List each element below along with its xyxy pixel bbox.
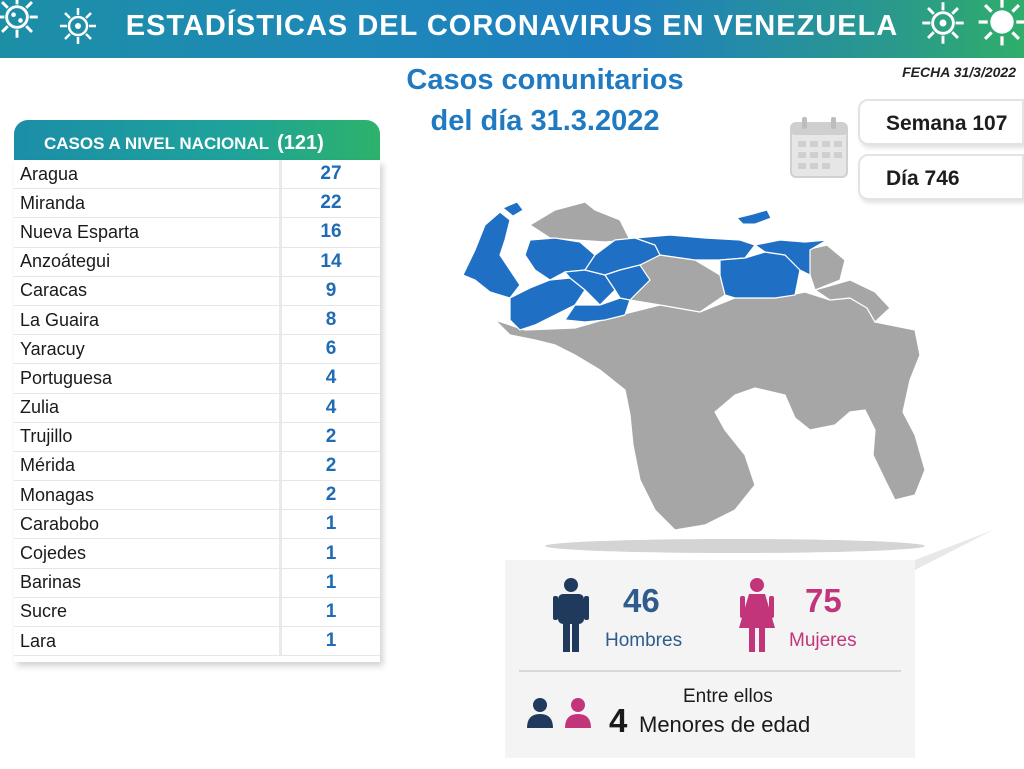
women-count: 75 xyxy=(805,582,842,619)
state-cases: 1 xyxy=(325,630,337,652)
woman-icon xyxy=(737,578,777,659)
state-cases: 1 xyxy=(325,600,337,622)
state-name: Carabobo xyxy=(14,510,282,539)
state-cases: 6 xyxy=(325,338,337,360)
state-cases: 1 xyxy=(325,513,337,535)
state-name: Lara xyxy=(14,627,282,656)
state-name: Sucre xyxy=(14,597,282,626)
minors-intro: Entre ellos xyxy=(683,686,773,707)
table-row: Cojedes 1 xyxy=(14,539,380,569)
map-region-coast-blue xyxy=(502,201,524,217)
table-row: Monagas 2 xyxy=(14,481,380,511)
state-name: La Guaira xyxy=(14,305,282,335)
state-cases: 22 xyxy=(320,192,342,214)
table-row: Lara 1 xyxy=(14,627,380,657)
state-name: Anzoátegui xyxy=(14,247,282,276)
map-region-andes xyxy=(509,277,586,331)
state-cases: 8 xyxy=(325,309,337,331)
virus-icon xyxy=(0,0,40,40)
table-row: Zulia 4 xyxy=(14,393,380,423)
man-icon xyxy=(553,578,589,659)
virus-icon xyxy=(976,0,1024,48)
page-title: ESTADÍSTICAS DEL CORONAVIRUS EN VENEZUEL… xyxy=(125,10,899,42)
state-cases: 16 xyxy=(320,221,342,243)
table-row: Nueva Esparta 16 xyxy=(14,218,380,248)
virus-icon xyxy=(920,0,966,46)
date-label: FECHA 31/3/2022 xyxy=(902,64,1016,80)
divider xyxy=(519,670,901,672)
map-region-delta xyxy=(813,279,891,323)
state-cases: 4 xyxy=(325,367,337,389)
week-badge: Semana 107 xyxy=(858,99,1024,145)
state-name: Zulia xyxy=(14,393,282,422)
total-count: (121) xyxy=(277,132,324,154)
map-region-nueva-esparta xyxy=(736,209,772,225)
state-cases: 9 xyxy=(325,279,337,301)
minors-label: Menores de edad xyxy=(639,712,811,737)
map-region-zulia xyxy=(462,211,521,299)
header-banner: ESTADÍSTICAS DEL CORONAVIRUS EN VENEZUEL… xyxy=(0,0,1024,58)
table-row: Portuguesa 4 xyxy=(14,364,380,394)
minors-count: 4 xyxy=(609,702,628,739)
men-count: 46 xyxy=(623,582,660,619)
calendar-icon xyxy=(788,115,850,179)
table-row: Barinas 1 xyxy=(14,568,380,598)
table-row: Anzoátegui 14 xyxy=(14,247,380,277)
table-row: Miranda 22 xyxy=(14,189,380,219)
state-name: Cojedes xyxy=(14,539,282,568)
national-cases-table: CASOS A NIVEL NACIONAL (121) Aragua 27 Mira… xyxy=(14,120,380,663)
state-cases: 2 xyxy=(325,454,337,476)
map-region-barinas xyxy=(563,297,631,323)
subtitle: Casos comunitarios del día 31.3.2022 xyxy=(380,60,710,142)
table-row: Mérida 2 xyxy=(14,451,380,482)
map-region-south xyxy=(494,291,926,531)
state-cases: 1 xyxy=(325,571,337,593)
table-row: Aragua 27 xyxy=(14,160,380,190)
table-row: Trujillo 2 xyxy=(14,422,380,452)
gender-panel: 46 Hombres 75 Mujeres xyxy=(505,560,915,758)
state-cases: 2 xyxy=(325,425,337,447)
state-name: Miranda xyxy=(14,189,282,218)
child-icon xyxy=(563,698,593,735)
map-region-cojedes xyxy=(604,264,651,301)
map-region-monagas-sucre xyxy=(753,239,828,276)
child-icon xyxy=(525,698,555,735)
state-cases: 1 xyxy=(325,542,337,564)
men-label: Hombres xyxy=(605,630,683,651)
virus-icon xyxy=(58,6,98,46)
subtitle-line: Casos comunitarios xyxy=(406,64,684,96)
state-name: Yaracuy xyxy=(14,335,282,364)
table-body: Aragua 27 Miranda 22 Nueva Esparta 16 Anzoáteg… xyxy=(14,160,380,663)
state-cases: 27 xyxy=(320,163,342,185)
state-name: Monagas xyxy=(14,481,282,510)
state-name: Trujillo xyxy=(14,422,282,451)
state-cases: 14 xyxy=(320,250,342,272)
state-cases: 2 xyxy=(325,484,337,506)
state-name: Aragua xyxy=(14,160,282,189)
day-badge: Día 746 xyxy=(858,154,1024,200)
map-region-north-gray xyxy=(528,201,631,243)
map-region-anzoategui xyxy=(719,251,801,299)
table-row: La Guaira 8 xyxy=(14,305,380,336)
map-region-yaracuy-carabobo xyxy=(584,237,661,276)
state-name: Mérida xyxy=(14,451,282,481)
state-name: Barinas xyxy=(14,568,282,597)
state-name: Nueva Esparta xyxy=(14,218,282,247)
table-row: Carabobo 1 xyxy=(14,510,380,540)
state-cases: 4 xyxy=(325,396,337,418)
venezuela-map xyxy=(455,180,926,535)
table-row: Yaracuy 6 xyxy=(14,335,380,365)
state-name: Portuguesa xyxy=(14,364,282,393)
table-row: Caracas 9 xyxy=(14,276,380,306)
table-row: Sucre 1 xyxy=(14,597,380,627)
subtitle-line: del día 31.3.2022 xyxy=(430,105,660,137)
women-label: Mujeres xyxy=(789,630,857,651)
table-header: CASOS A NIVEL NACIONAL (121) xyxy=(14,120,380,160)
state-name: Caracas xyxy=(14,276,282,305)
table-header-label: CASOS A NIVEL NACIONAL xyxy=(44,134,270,153)
